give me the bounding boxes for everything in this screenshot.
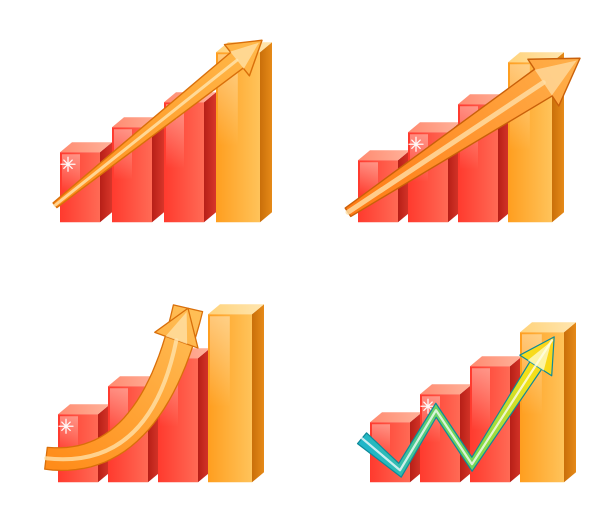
chart-svg (300, 260, 600, 519)
growth-chart-bottom-right (300, 260, 600, 519)
growth-chart-top-right (300, 0, 600, 260)
chart-svg (0, 260, 300, 519)
chart-svg (0, 0, 300, 260)
growth-chart-top-left (0, 0, 300, 260)
growth-chart-bottom-left (0, 260, 300, 519)
bar-4 (208, 304, 264, 482)
bar-2 (420, 384, 472, 482)
chart-grid (0, 0, 600, 519)
chart-svg (300, 0, 600, 260)
